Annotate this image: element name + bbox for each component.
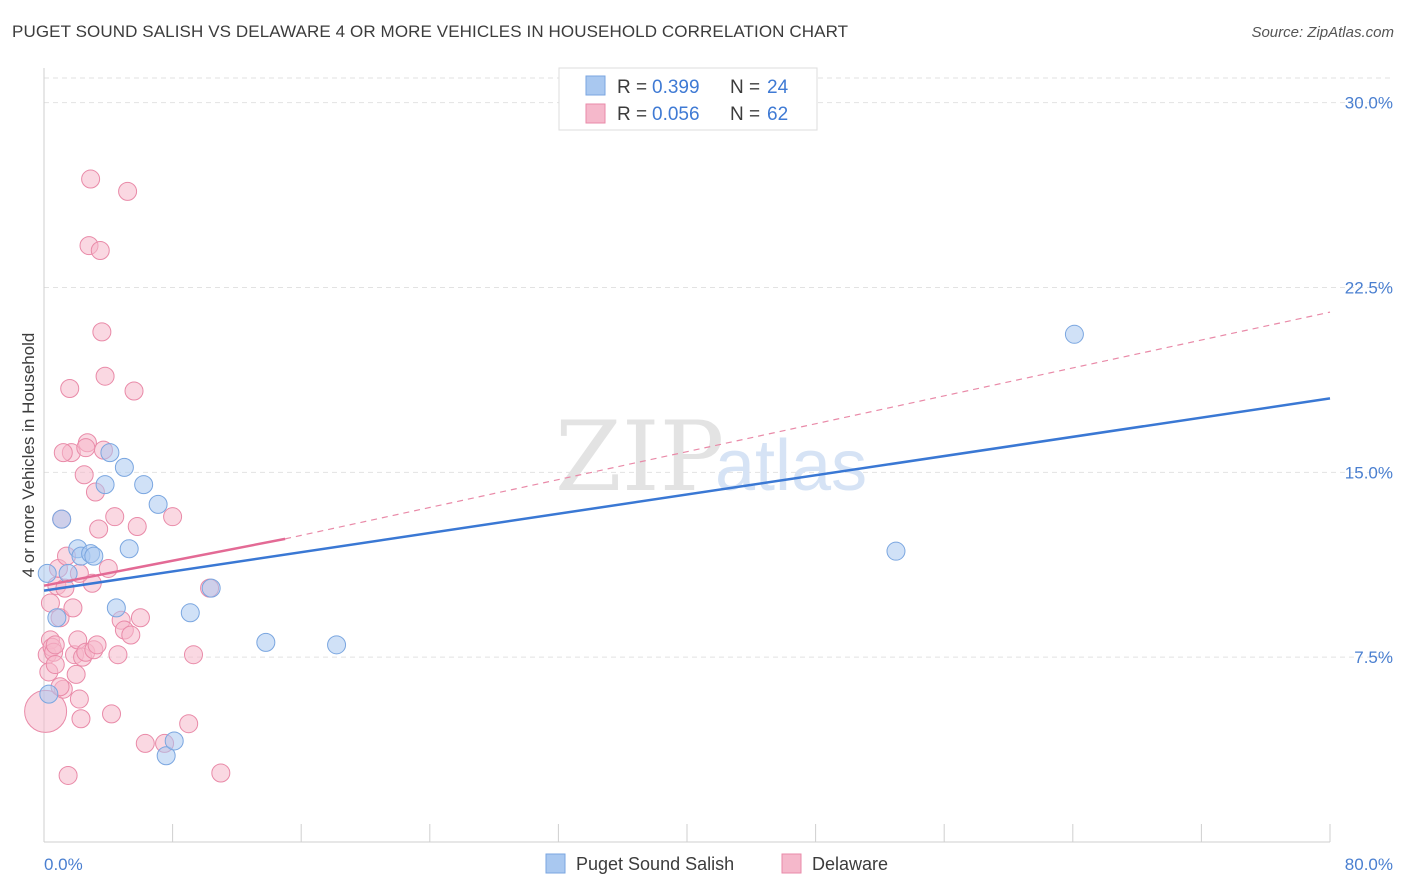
delaware-point-43	[118, 181, 138, 201]
delaware-trend-extension	[284, 311, 1331, 540]
salish-point-4	[58, 563, 78, 583]
delaware-point-24	[74, 465, 94, 485]
source-label: Source: ZipAtlas.com	[1251, 24, 1394, 41]
delaware-point-48	[135, 733, 155, 753]
delaware-point-44	[121, 625, 141, 645]
delaware-point-39	[105, 507, 125, 527]
bottom-legend-swatch-delaware	[781, 853, 802, 874]
y-tick-labels: 7.5% 15.0% 22.5% 30.0%	[1345, 94, 1393, 668]
salish-point-11	[106, 598, 126, 618]
salish-point-12	[114, 457, 134, 477]
delaware-point-38	[102, 704, 122, 724]
delaware-point-54	[211, 763, 231, 783]
delaware-point-21	[69, 689, 89, 709]
x-tick-labels: 0.0% 80.0%	[44, 855, 1393, 874]
delaware-point-36	[95, 366, 115, 386]
bottom-legend: Puget Sound Salish Delaware	[545, 853, 888, 874]
delaware-point-55	[53, 443, 73, 463]
delaware-point-33	[89, 519, 109, 539]
delaware-point-34	[90, 241, 110, 261]
delaware-point-40	[108, 645, 128, 665]
y-tick-label-2: 22.5%	[1345, 278, 1393, 297]
salish-point-14	[134, 475, 154, 495]
delaware-point-14	[58, 765, 78, 785]
delaware-point-45	[124, 381, 144, 401]
x-tick-label-max: 80.0%	[1345, 855, 1393, 874]
trend-lines	[43, 311, 1331, 592]
salish-point-3	[52, 509, 72, 529]
salish-point-21	[327, 635, 347, 655]
legend-n-label-salish: N =	[730, 77, 760, 98]
bottom-legend-swatch-salish	[545, 853, 566, 874]
salish-point-9	[95, 475, 115, 495]
delaware-point-52	[183, 645, 203, 665]
legend-n-value-delaware: 62	[767, 104, 788, 125]
y-tick-label-1: 15.0%	[1345, 463, 1393, 482]
bottom-legend-label-delaware: Delaware	[812, 854, 888, 874]
delaware-trend-line	[43, 537, 286, 587]
y-tick-label-0: 7.5%	[1354, 648, 1393, 667]
delaware-point-28	[81, 169, 101, 189]
watermark-zip: ZIP	[555, 401, 724, 513]
legend-r-value-delaware: 0.056	[652, 104, 700, 125]
salish-point-0	[37, 563, 57, 583]
legend-n-label-delaware: N =	[730, 104, 760, 125]
delaware-point-32	[87, 635, 107, 655]
delaware-point-51	[179, 714, 199, 734]
salish-point-10	[100, 443, 120, 463]
y-axis-label: 4 or more Vehicles in Household	[19, 333, 38, 578]
delaware-point-46	[127, 517, 147, 537]
bottom-legend-label-salish: Puget Sound Salish	[576, 854, 734, 874]
delaware-point-22	[71, 709, 91, 729]
watermark-atlas: atlas	[715, 426, 867, 506]
legend-r-label-salish: R =	[617, 77, 647, 98]
salish-point-23	[1064, 324, 1084, 344]
salish-point-1	[39, 684, 59, 704]
delaware-point-35	[92, 322, 112, 342]
salish-point-18	[180, 603, 200, 623]
delaware-point-60	[76, 438, 96, 458]
delaware-point-6	[45, 635, 65, 655]
salish-trend-line	[43, 397, 1331, 592]
salish-point-19	[201, 578, 221, 598]
chart-title: PUGET SOUND SALISH VS DELAWARE 4 OR MORE…	[12, 22, 849, 41]
delaware-point-17	[63, 598, 83, 618]
legend-swatch-salish	[585, 75, 606, 96]
legend-swatch-delaware	[585, 103, 606, 124]
legend-r-label-delaware: R =	[617, 104, 647, 125]
grid	[44, 77, 1392, 658]
salish-point-20	[256, 632, 276, 652]
y-tick-label-3: 30.0%	[1345, 94, 1393, 113]
legend-r-value-salish: 0.399	[652, 77, 700, 98]
salish-point-17	[164, 731, 184, 751]
watermark: ZIP atlas	[555, 401, 867, 513]
salish-point-8	[84, 546, 104, 566]
salish-point-13	[119, 539, 139, 559]
salish-point-16	[156, 746, 176, 766]
legend: R = 0.399 N = 24 R = 0.056 N = 62	[558, 67, 818, 131]
delaware-point-15	[60, 379, 80, 399]
delaware-point-47	[130, 608, 150, 628]
delaware-point-57	[45, 655, 65, 675]
data-points	[24, 169, 1084, 785]
delaware-point-50	[163, 507, 183, 527]
delaware-point-19	[66, 664, 86, 684]
salish-point-22	[886, 541, 906, 561]
x-tick-label-min: 0.0%	[44, 855, 83, 874]
legend-n-value-salish: 24	[767, 77, 789, 98]
salish-point-15	[148, 494, 168, 514]
salish-point-2	[47, 608, 67, 628]
